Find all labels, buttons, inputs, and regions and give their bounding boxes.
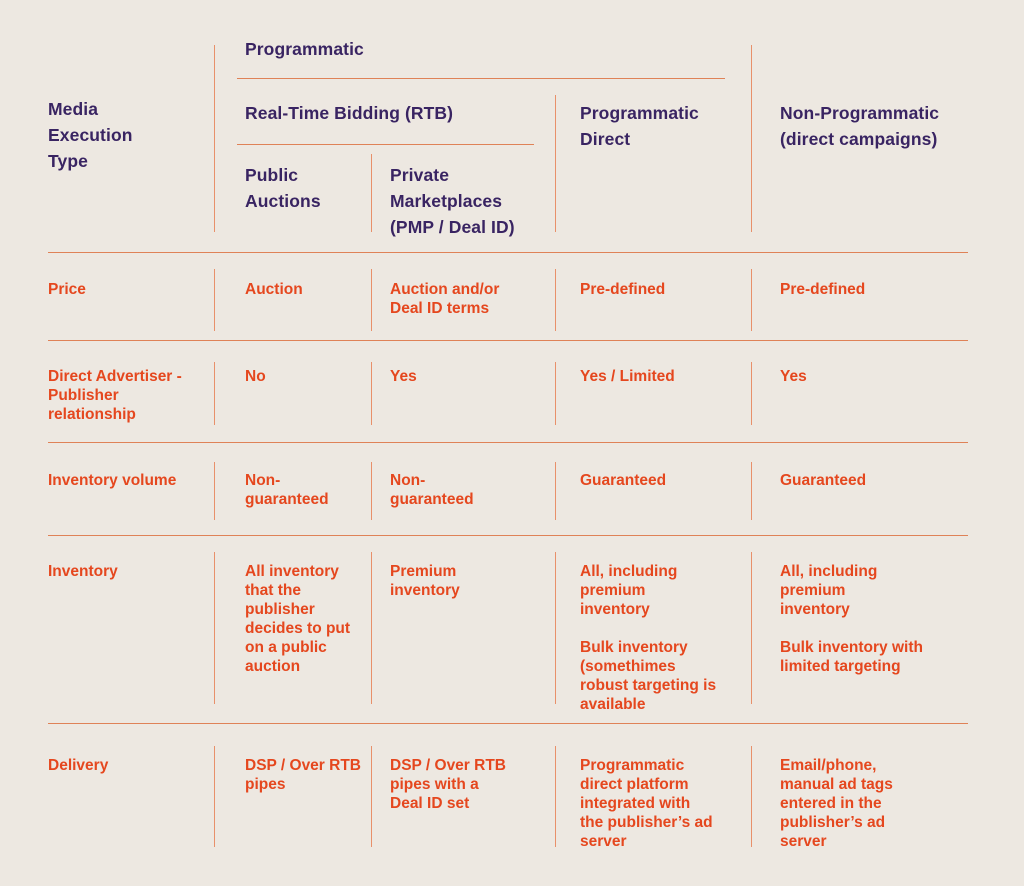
column-divider: [371, 269, 372, 331]
row-label: Delivery: [48, 757, 109, 774]
table-cell: Yes / Limited: [580, 368, 675, 385]
column-divider: [555, 269, 556, 331]
column-divider: [555, 362, 556, 425]
column-divider: [751, 269, 752, 331]
table-cell: All, including premium inventory Bulk in…: [580, 563, 717, 713]
header-column-divider: [214, 45, 215, 232]
column-divider: [555, 552, 556, 704]
table-cell: Auction: [245, 281, 303, 298]
column-header-public-auctions: Public Auctions: [245, 165, 321, 211]
table-cell: Pre-defined: [780, 281, 866, 298]
header-column-divider: [751, 45, 752, 232]
table-row-advertiser-publisher-relationship: Direct Advertiser - Publisher relationsh…: [48, 340, 968, 443]
subgroup-header-rtb: Real-Time Bidding (RTB): [245, 103, 454, 123]
column-divider: [371, 362, 372, 425]
column-divider: [214, 462, 215, 520]
group-header-programmatic: Programmatic: [245, 39, 364, 59]
table-cell: All, including premium inventory Bulk in…: [780, 563, 923, 675]
table-cell: Non- guaranteed: [390, 472, 474, 508]
row-label: Inventory: [48, 563, 118, 580]
header-column-divider: [371, 154, 372, 232]
column-divider: [371, 746, 372, 847]
table-row-delivery: Delivery DSP / Over RTB pipes DSP / Over…: [48, 723, 968, 886]
table-cell: Premium inventory: [390, 563, 460, 599]
column-divider: [214, 746, 215, 847]
column-divider: [751, 746, 752, 847]
rtb-underline: [237, 144, 534, 145]
row-label: Inventory volume: [48, 472, 177, 489]
header-column-divider: [555, 95, 556, 232]
table-cell: Programmatic direct platform integrated …: [580, 757, 713, 850]
row-axis-title: Media Execution Type: [48, 99, 133, 171]
column-divider: [371, 552, 372, 704]
row-label: Direct Advertiser - Publisher relationsh…: [48, 368, 182, 423]
table-cell: Guaranteed: [780, 472, 867, 489]
table-cell: Email/phone, manual ad tags entered in t…: [780, 757, 893, 850]
column-divider: [371, 462, 372, 520]
table-cell: DSP / Over RTB pipes with a Deal ID set: [390, 757, 507, 812]
table-cell: Yes: [390, 368, 417, 385]
column-divider: [214, 362, 215, 425]
table-cell: All inventory that the publisher decides…: [245, 563, 351, 675]
row-label: Price: [48, 281, 86, 298]
table-cell: DSP / Over RTB pipes: [245, 757, 362, 793]
column-header-private-marketplaces: Private Marketplaces (PMP / Deal ID): [390, 165, 515, 237]
table-row-inventory: Inventory All inventory that the publish…: [48, 535, 968, 724]
table-cell: Yes: [780, 368, 807, 385]
column-header-programmatic-direct: Programmatic Direct: [580, 103, 699, 149]
column-divider: [751, 362, 752, 425]
column-header-non-programmatic: Non-Programmatic (direct campaigns): [780, 103, 940, 149]
table-row-price: Price Auction Auction and/or Deal ID ter…: [48, 252, 968, 341]
table-cell: No: [245, 368, 266, 385]
column-divider: [751, 552, 752, 704]
table-row-inventory-volume: Inventory volume Non- guaranteed Non- gu…: [48, 442, 968, 536]
column-divider: [214, 269, 215, 331]
table-cell: Pre-defined: [580, 281, 666, 298]
column-divider: [555, 462, 556, 520]
table-cell: Non- guaranteed: [245, 472, 329, 508]
column-divider: [555, 746, 556, 847]
column-divider: [751, 462, 752, 520]
table-cell: Auction and/or Deal ID terms: [390, 281, 500, 317]
programmatic-underline: [237, 78, 725, 79]
column-divider: [214, 552, 215, 704]
table-cell: Guaranteed: [580, 472, 667, 489]
